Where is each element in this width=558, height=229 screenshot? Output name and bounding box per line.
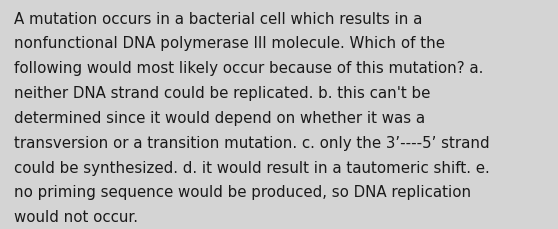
Text: following would most likely occur because of this mutation? a.: following would most likely occur becaus… — [14, 61, 483, 76]
Text: nonfunctional DNA polymerase III molecule. Which of the: nonfunctional DNA polymerase III molecul… — [14, 36, 445, 51]
Text: transversion or a transition mutation. c. only the 3’----5’ strand: transversion or a transition mutation. c… — [14, 135, 489, 150]
Text: A mutation occurs in a bacterial cell which results in a: A mutation occurs in a bacterial cell wh… — [14, 11, 422, 26]
Text: could be synthesized. d. it would result in a tautomeric shift. e.: could be synthesized. d. it would result… — [14, 160, 490, 175]
Text: no priming sequence would be produced, so DNA replication: no priming sequence would be produced, s… — [14, 185, 471, 199]
Text: would not occur.: would not occur. — [14, 209, 138, 224]
Text: determined since it would depend on whether it was a: determined since it would depend on whet… — [14, 110, 425, 125]
Text: neither DNA strand could be replicated. b. this can't be: neither DNA strand could be replicated. … — [14, 86, 430, 101]
